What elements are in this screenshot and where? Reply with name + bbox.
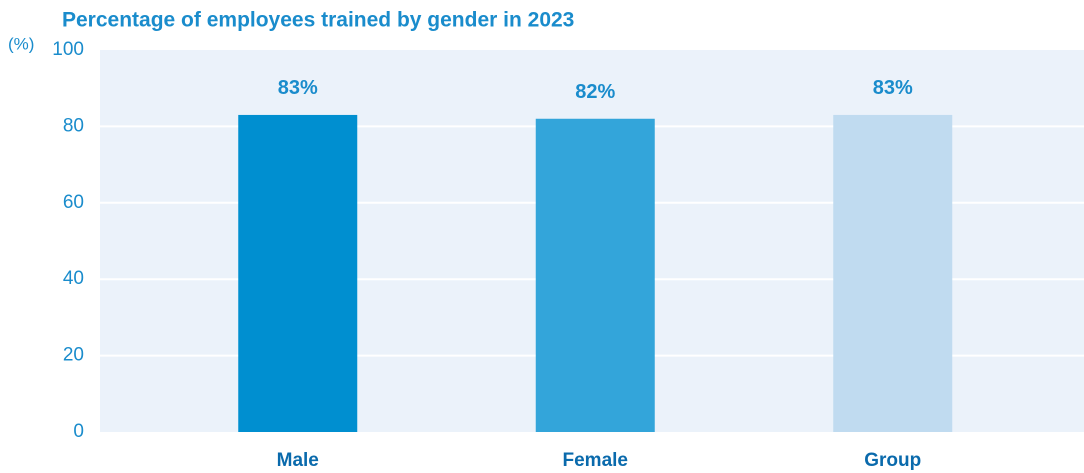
bar bbox=[238, 114, 358, 432]
y-unit: (%) bbox=[8, 34, 34, 53]
chart-title: Percentage of employees trained by gende… bbox=[62, 9, 574, 32]
bar bbox=[535, 118, 655, 432]
y-tick-label: 80 bbox=[63, 115, 84, 136]
y-tick-label: 100 bbox=[52, 39, 84, 60]
y-tick-label: 0 bbox=[73, 421, 84, 442]
y-tick-label: 60 bbox=[63, 192, 84, 213]
y-tick-label: 20 bbox=[63, 345, 84, 366]
value-label: 82% bbox=[575, 81, 615, 103]
x-tick-label: Group bbox=[864, 450, 921, 471]
value-label: 83% bbox=[873, 77, 913, 99]
x-tick-label: Female bbox=[563, 450, 628, 471]
bar bbox=[833, 114, 953, 432]
y-tick-label: 40 bbox=[63, 268, 84, 289]
value-label: 83% bbox=[278, 77, 318, 99]
x-tick-label: Male bbox=[277, 450, 319, 471]
